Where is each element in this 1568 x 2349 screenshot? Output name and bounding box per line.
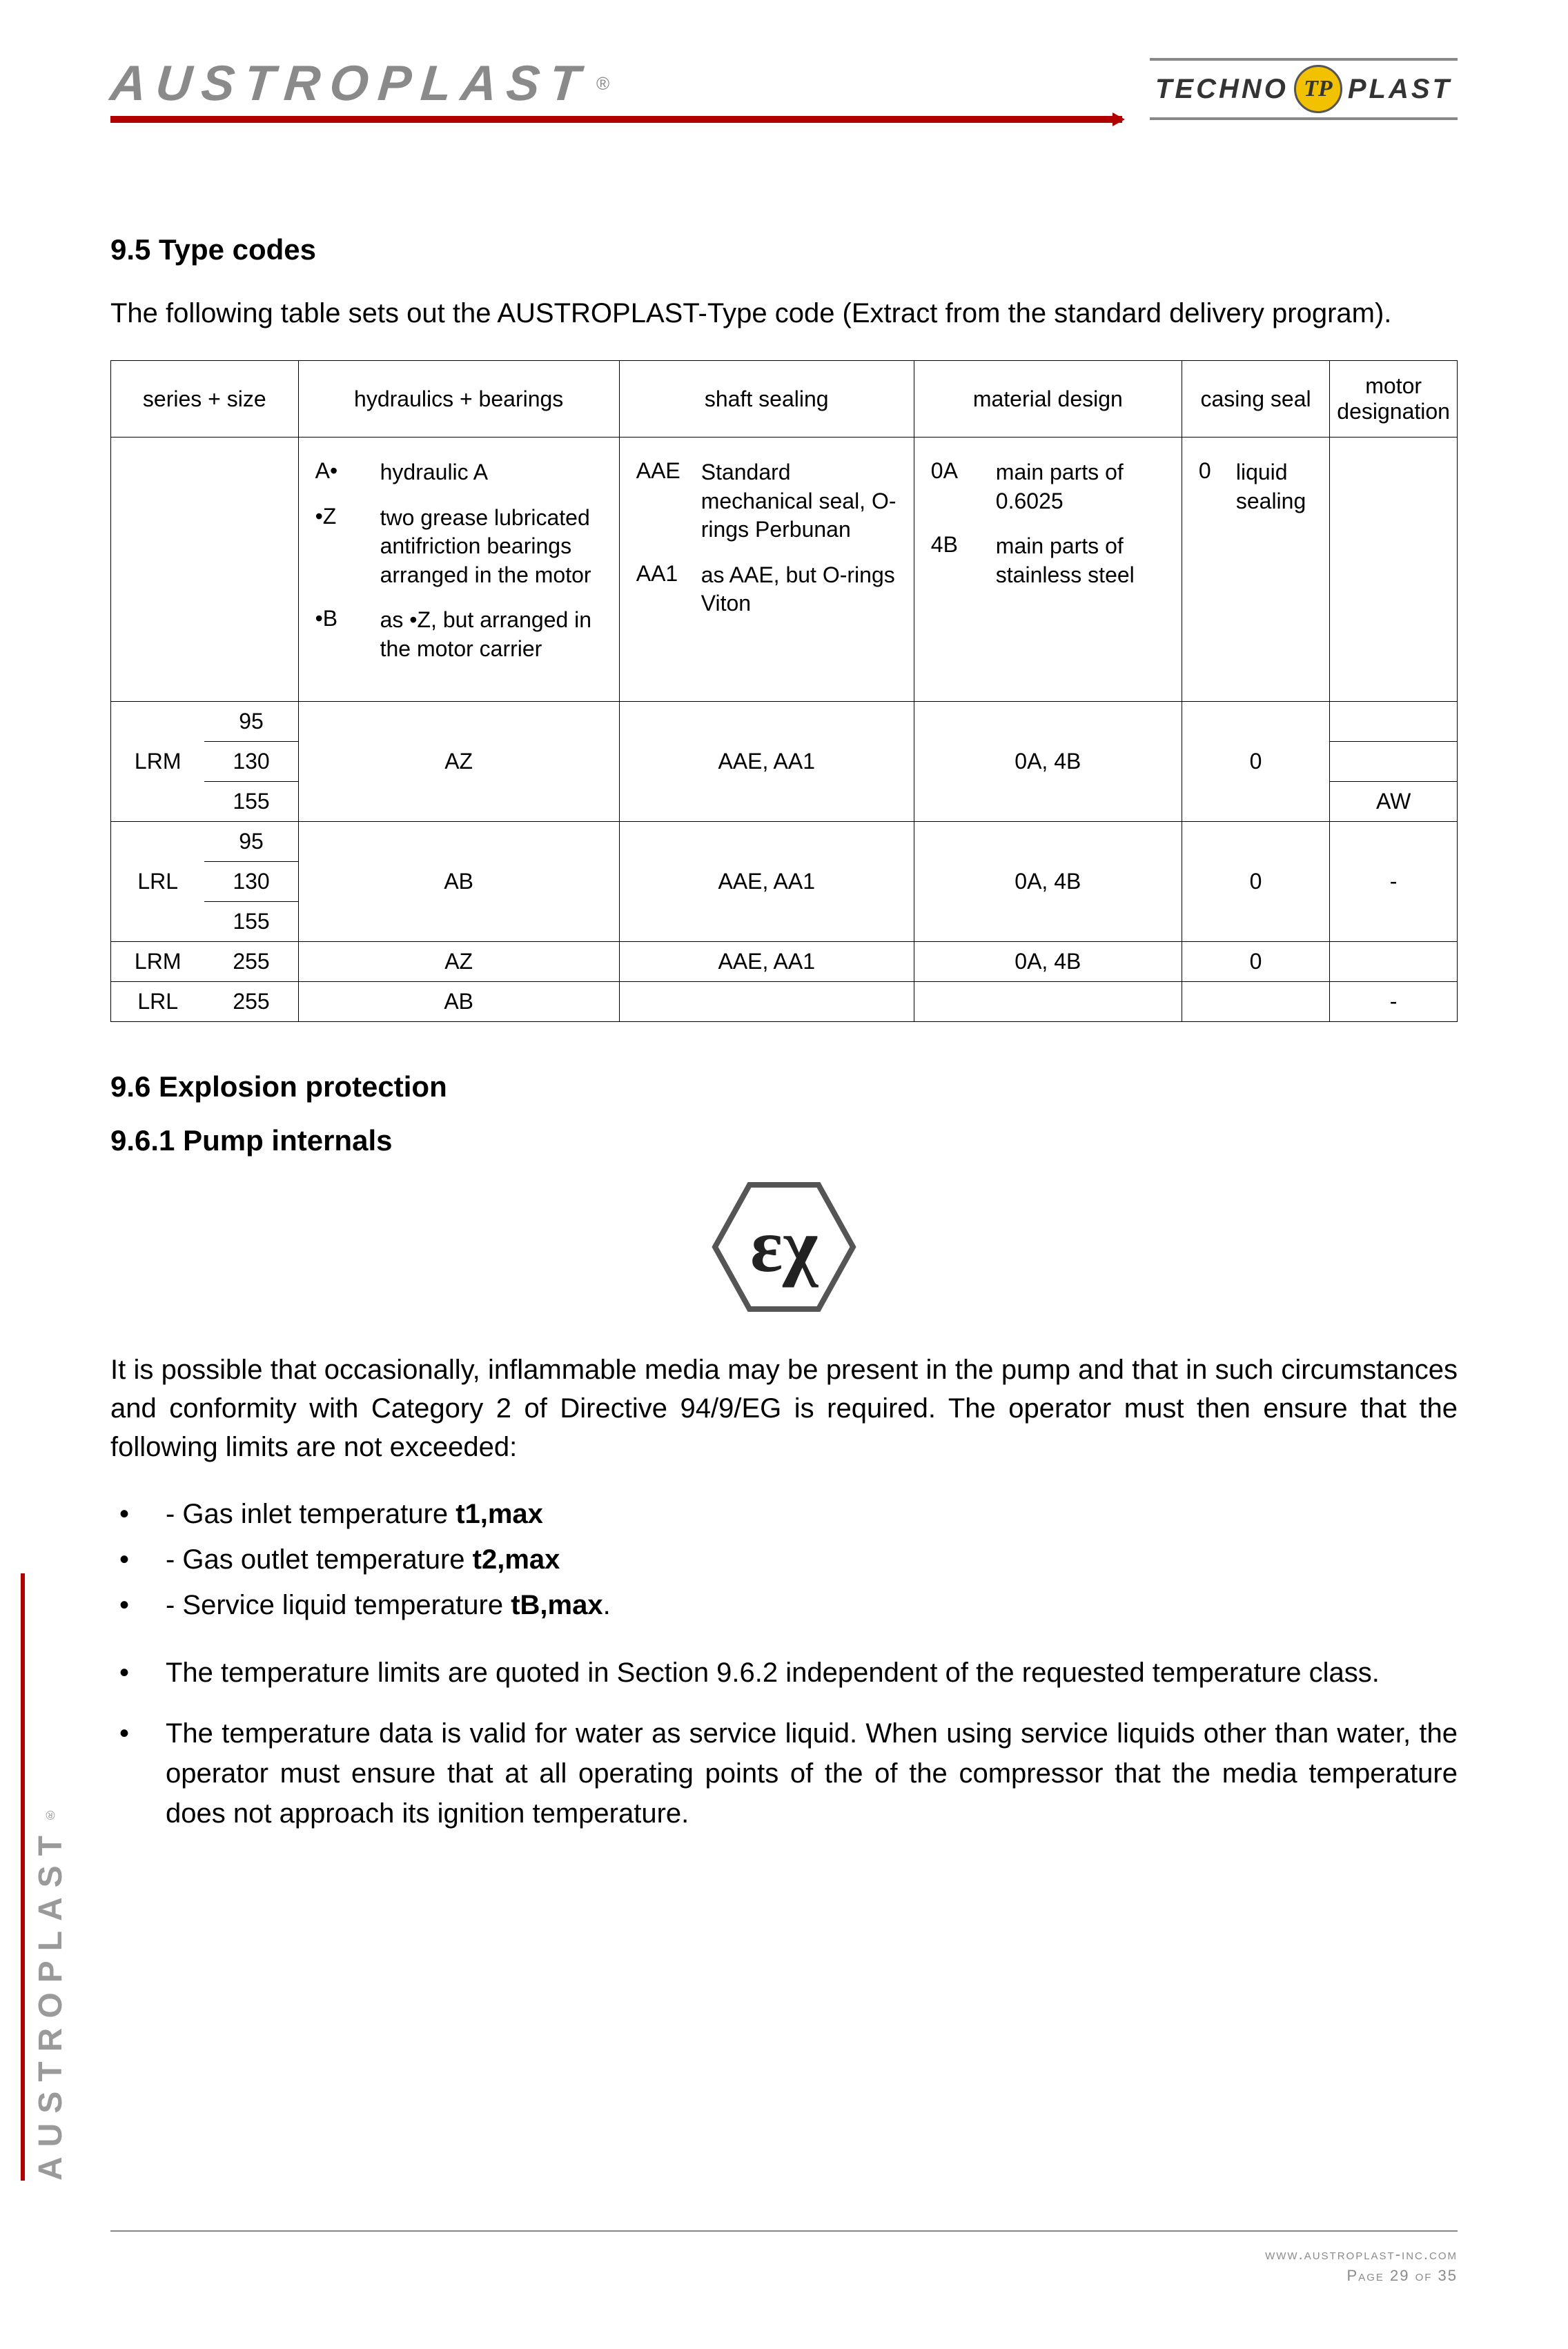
footer-page: Page 29 of 35 xyxy=(1265,2266,1458,2287)
brand-left-reg: ® xyxy=(596,73,609,95)
brand-right-2: PLAST xyxy=(1348,74,1452,105)
definitions-row: A•hydraulic A •Ztwo grease lubricated an… xyxy=(111,438,1458,702)
list-item: • The temperature limits are quoted in S… xyxy=(110,1653,1458,1693)
th-material: material design xyxy=(914,361,1182,438)
heading-9-5: 9.5 Type codes xyxy=(110,233,1458,266)
footer-divider xyxy=(110,2230,1458,2232)
list-item: • The temperature data is valid for wate… xyxy=(110,1713,1458,1834)
th-casing: casing seal xyxy=(1182,361,1329,438)
list-item: • - Gas outlet temperature t2,max xyxy=(110,1540,1458,1580)
logo-technoplast: TECHNO TP PLAST xyxy=(1150,58,1458,120)
brand-right-1: TECHNO xyxy=(1155,74,1288,105)
page-header: AUSTROPLAST ® TECHNO TP PLAST xyxy=(110,55,1458,123)
brand-underline xyxy=(110,116,1122,123)
side-brand-logo: ® AUSTROPLAST xyxy=(21,1573,76,2181)
list-item: • - Gas inlet temperature t1,max xyxy=(110,1494,1458,1534)
heading-9-6-1: 9.6.1 Pump internals xyxy=(110,1124,1458,1157)
type-codes-table: series + size hydraulics + bearings shaf… xyxy=(110,360,1458,1022)
th-hydraulics: hydraulics + bearings xyxy=(298,361,619,438)
notes-list: • The temperature limits are quoted in S… xyxy=(110,1653,1458,1834)
ex-hexagon-icon: εχ xyxy=(708,1178,860,1316)
def-casing: 0liquid sealing xyxy=(1182,438,1329,702)
page-footer: www.austroplast-inc.com Page 29 of 35 xyxy=(1265,2244,1458,2287)
para-961-intro: It is possible that occasionally, inflam… xyxy=(110,1350,1458,1466)
table-row: LRM 255 AZ AAE, AA1 0A, 4B 0 xyxy=(111,941,1458,981)
th-motor: motor designation xyxy=(1330,361,1458,438)
def-material: 0Amain parts of 0.6025 4Bmain parts of s… xyxy=(914,438,1182,702)
table-header-row: series + size hydraulics + bearings shaf… xyxy=(111,361,1458,438)
document-page: AUSTROPLAST ® TECHNO TP PLAST 9.5 Type c… xyxy=(0,0,1568,2349)
table-row: LRL 255 AB - xyxy=(111,981,1458,1021)
logo-austroplast: AUSTROPLAST ® xyxy=(110,55,1122,123)
heading-9-6: 9.6 Explosion protection xyxy=(110,1070,1458,1103)
th-series: series + size xyxy=(111,361,299,438)
ex-symbol: εχ xyxy=(110,1178,1458,1316)
footer-url: www.austroplast-inc.com xyxy=(1265,2244,1458,2266)
th-shaft: shaft sealing xyxy=(619,361,914,438)
content-body: 9.5 Type codes The following table sets … xyxy=(110,233,1458,1834)
def-hydraulics: A•hydraulic A •Ztwo grease lubricated an… xyxy=(298,438,619,702)
table-row: LRL 95 AB AAE, AA1 0A, 4B 0 - xyxy=(111,821,1458,861)
tp-badge-icon: TP xyxy=(1294,65,1342,113)
limits-list: • - Gas inlet temperature t1,max • - Gas… xyxy=(110,1494,1458,1625)
list-item: • - Service liquid temperature tB,max. xyxy=(110,1585,1458,1625)
intro-9-5: The following table sets out the AUSTROP… xyxy=(110,294,1458,333)
def-shaft: AAEStandard mechanical seal, O-rings Per… xyxy=(619,438,914,702)
table-row: LRM 95 AZ AAE, AA1 0A, 4B 0 xyxy=(111,701,1458,741)
svg-text:εχ: εχ xyxy=(750,1203,819,1288)
brand-left-text: AUSTROPLAST xyxy=(108,55,591,112)
